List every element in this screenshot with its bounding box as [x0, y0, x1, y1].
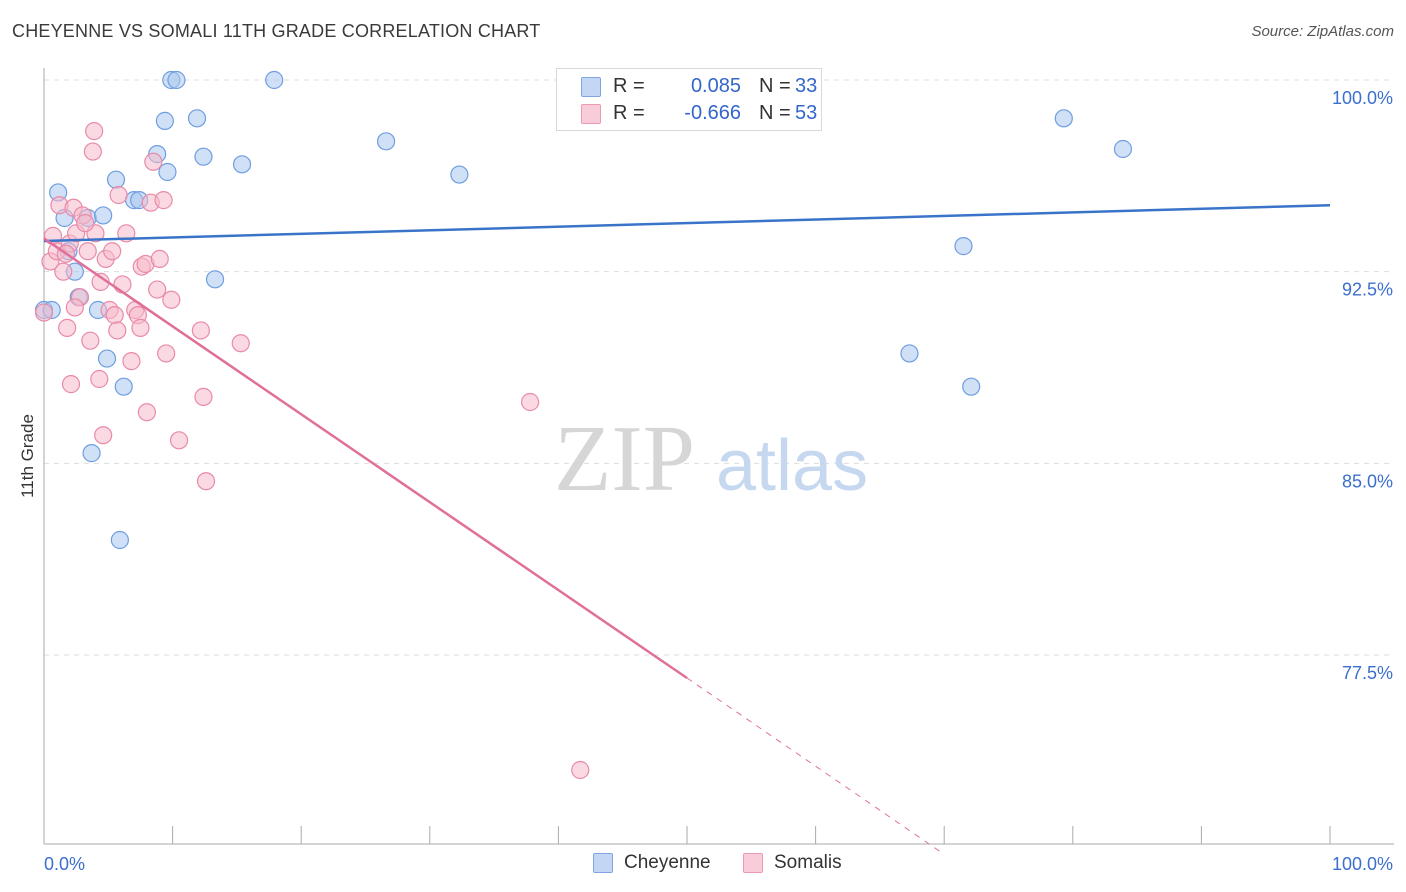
cheyenne-point — [155, 111, 174, 130]
somali-point — [81, 331, 100, 350]
somali-point — [150, 249, 169, 268]
somali-point — [108, 321, 127, 340]
cheyenne-point — [114, 377, 133, 396]
cheyenne-point — [1054, 109, 1073, 128]
watermark-zip: ZIP — [554, 407, 695, 511]
y-tick-label: 92.5% — [1342, 280, 1393, 300]
cheyenne-point — [97, 349, 117, 368]
somali-swatch — [581, 104, 601, 124]
y-tick-label: 100.0% — [1332, 88, 1393, 108]
n-label: N = — [759, 102, 791, 124]
somali-point — [78, 242, 97, 261]
somali-point — [109, 185, 128, 205]
trend-lines — [43, 203, 1331, 855]
cheyenne-point — [82, 444, 101, 463]
cheyenne-point — [232, 155, 252, 174]
cheyenne-point — [450, 165, 469, 184]
n-label: N = — [759, 75, 791, 97]
cheyenne-point — [187, 109, 207, 128]
somali-point — [122, 352, 141, 371]
cheyenne-trend-line — [43, 203, 1331, 243]
watermark: ZIP atlas — [554, 407, 868, 511]
cheyenne-point — [205, 270, 225, 289]
cheyenne-point — [376, 132, 396, 151]
x-tick-label: 100.0% — [1332, 854, 1393, 874]
x-tick-label: 0.0% — [44, 854, 85, 874]
y-axis-label: 11th Grade — [18, 414, 37, 498]
cheyenne-point — [265, 70, 284, 90]
somali-point — [521, 392, 540, 412]
r-label: R = — [613, 102, 645, 124]
cheyenne-point — [158, 162, 177, 182]
watermark-atlas: atlas — [716, 426, 868, 506]
somali-point — [137, 403, 156, 422]
somali-swatch — [743, 853, 763, 873]
cheyenne-swatch — [581, 77, 601, 97]
cheyenne-point — [1113, 139, 1133, 159]
somali-point — [83, 142, 102, 161]
somali-point — [61, 375, 81, 394]
cheyenne-point — [167, 70, 186, 90]
n-value: 53 — [795, 102, 818, 124]
somali-point — [144, 152, 163, 171]
somali-point — [105, 306, 124, 325]
somali-point — [103, 242, 122, 261]
tick-labels: 77.5% 85.0% 92.5% 100.0% 0.0% 100.0% — [44, 88, 1393, 874]
r-label: R = — [613, 75, 645, 97]
somali-point — [191, 321, 210, 340]
somali-point — [154, 191, 173, 210]
somali-point — [54, 262, 73, 281]
r-value: -0.666 — [684, 102, 741, 124]
somali-point — [196, 472, 216, 491]
somali-point — [157, 344, 176, 363]
somali-point — [148, 280, 167, 299]
y-tick-label: 77.5% — [1342, 663, 1393, 683]
y-tick-label: 85.0% — [1342, 471, 1393, 491]
axes — [43, 68, 1394, 845]
somali-point — [94, 426, 113, 445]
source-label: Source: ZipAtlas.com — [1251, 23, 1394, 40]
r-value: 0.085 — [690, 75, 741, 97]
cheyenne-point — [106, 170, 126, 189]
cheyenne-swatch — [593, 853, 613, 873]
somali-point — [131, 318, 150, 337]
legend-label: Somalis — [774, 852, 842, 873]
somali-trend-line — [43, 237, 688, 680]
somali-point — [571, 760, 590, 780]
data-points — [34, 70, 1133, 780]
cheyenne-point — [194, 147, 213, 166]
cheyenne-point — [962, 377, 981, 396]
somali-point — [76, 214, 95, 233]
somali-point — [162, 290, 181, 309]
somali-point — [194, 387, 213, 406]
somali-trend-extension — [686, 677, 945, 855]
cheyenne-point — [94, 206, 113, 225]
somali-point — [169, 431, 189, 450]
cheyenne-point — [900, 344, 919, 363]
cheyenne-point — [954, 237, 973, 256]
legend-label: Cheyenne — [624, 852, 711, 873]
chart-title: CHEYENNE VS SOMALI 11TH GRADE CORRELATIO… — [12, 21, 541, 41]
somali-point — [231, 334, 250, 353]
cheyenne-point — [110, 530, 129, 550]
somali-point — [85, 122, 104, 141]
somali-point — [113, 275, 132, 294]
somali-point — [90, 369, 109, 389]
somali-point — [34, 303, 54, 322]
somali-point — [58, 318, 77, 337]
n-value: 33 — [795, 75, 818, 97]
somali-point — [65, 298, 84, 317]
correlation-legend: R = 0.085 N = 33 R = -0.666 N = 53 — [556, 68, 822, 131]
